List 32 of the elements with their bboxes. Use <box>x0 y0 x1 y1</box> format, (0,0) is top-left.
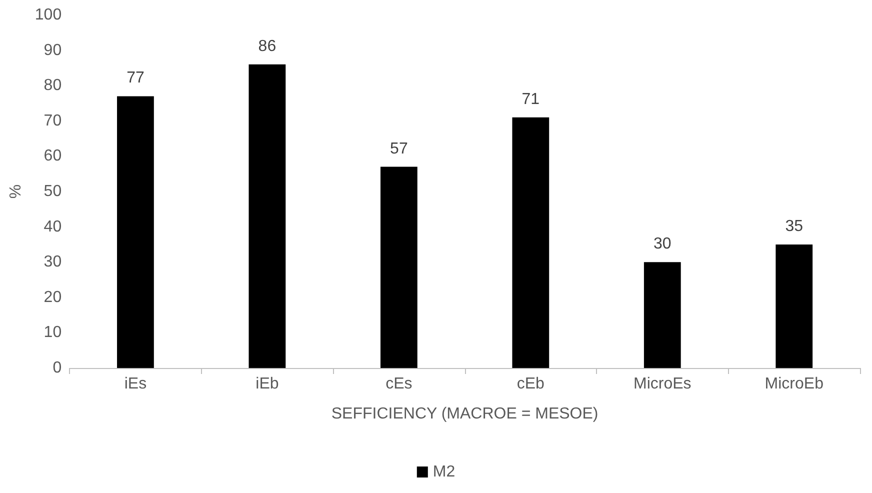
x-axis-title: SEFFICIENCY (MACROE = MESOE) <box>331 406 598 422</box>
y-tick-label: 30 <box>44 254 62 271</box>
legend-label: M2 <box>432 464 456 480</box>
y-tick-label: 40 <box>44 218 62 236</box>
bar <box>776 244 813 368</box>
data-label: 57 <box>390 140 408 158</box>
y-tick-label: 20 <box>44 288 62 306</box>
y-tick-label: 100 <box>34 6 62 24</box>
data-label: 30 <box>654 236 672 253</box>
x-tick-label: MicroEb <box>764 376 824 392</box>
x-tick-label: cEs <box>386 376 412 392</box>
y-axis-title: % <box>8 184 24 199</box>
bar <box>248 64 286 368</box>
data-label: 86 <box>258 38 276 55</box>
bar <box>512 117 550 368</box>
y-tick-label: 60 <box>44 148 62 165</box>
bar <box>644 262 681 368</box>
data-label: 71 <box>522 90 540 108</box>
y-tick-label: 90 <box>44 42 62 59</box>
data-label: 35 <box>785 218 804 235</box>
y-tick-label: 10 <box>44 324 62 342</box>
x-tick-label: MicroEs <box>634 376 692 392</box>
y-tick-label: 50 <box>44 183 62 200</box>
x-tick-label: iEs <box>124 376 147 392</box>
bar <box>117 96 154 368</box>
data-label: 77 <box>126 70 144 87</box>
y-tick-label: 80 <box>44 77 62 94</box>
x-tick-label: cEb <box>516 376 545 392</box>
y-tick-label: 0 <box>52 360 62 376</box>
bar <box>380 166 418 368</box>
x-tick-label: iEb <box>256 376 279 392</box>
y-tick-label: 70 <box>44 112 62 130</box>
